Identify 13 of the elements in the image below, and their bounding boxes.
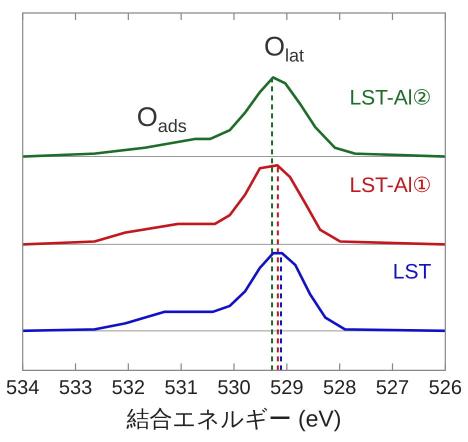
x-axis-title: 結合エネルギー (eV) [126,406,342,432]
x-tick-label: 526 [428,376,462,399]
text: LST [392,260,432,284]
series-label: LST-Al② [349,86,432,110]
x-tick-label: 529 [270,376,304,399]
x-tick-label: 530 [217,376,251,399]
x-tick-label: 527 [376,376,410,399]
x-tick-label: 528 [322,376,356,399]
series-label: LST-Al① [349,174,432,198]
x-tick-label: 531 [164,376,198,399]
x-tick-label: 533 [58,376,92,399]
x-tick-label: 532 [112,376,146,399]
x-tick-label: 534 [6,376,40,399]
